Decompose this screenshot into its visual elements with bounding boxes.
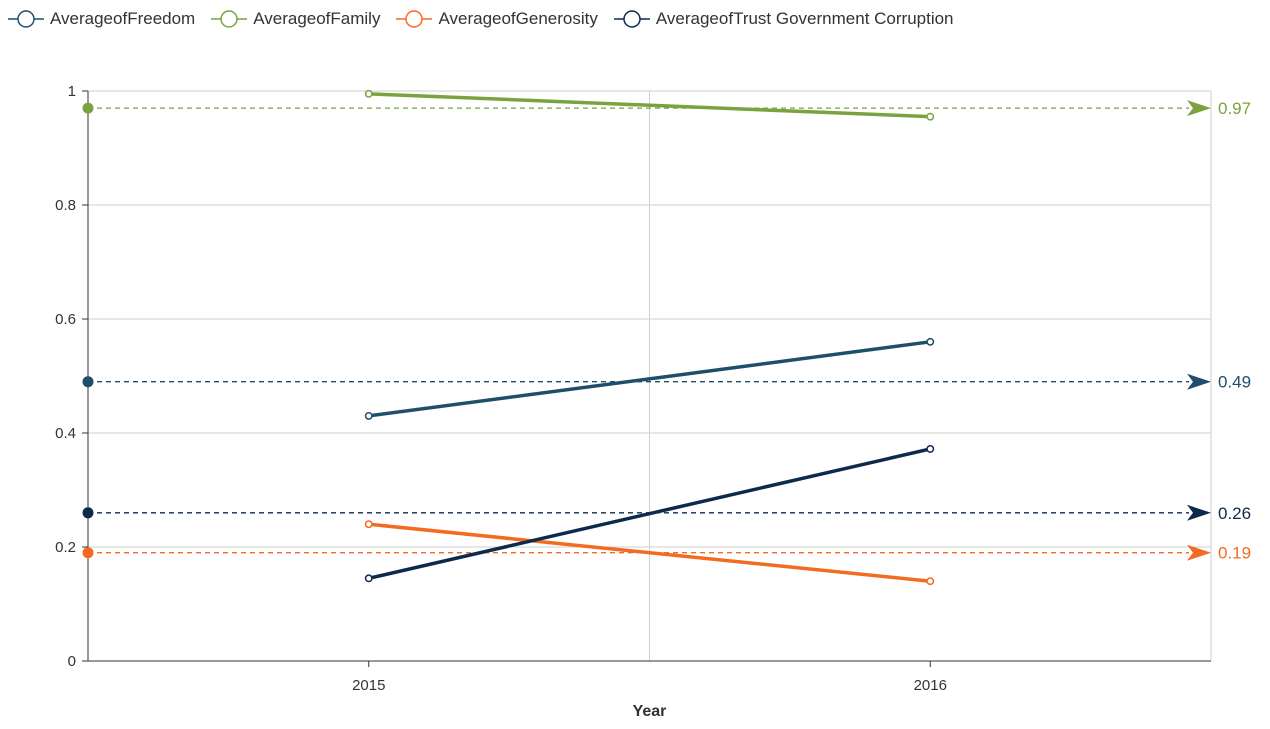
reference-dot xyxy=(82,547,94,559)
y-tick-label: 0.6 xyxy=(55,311,76,328)
series-line xyxy=(367,522,932,583)
reference-label: 0.49 xyxy=(1218,373,1251,392)
reference-dot xyxy=(82,376,94,388)
legend-label-generosity: AverageofGenerosity xyxy=(438,9,598,28)
legend-label-trust: AverageofTrust Government Corruption xyxy=(655,9,954,28)
y-tick-label: 1 xyxy=(68,83,76,100)
x-tick-label: 2015 xyxy=(352,677,385,694)
y-tick-label: 0.2 xyxy=(55,539,76,556)
data-point xyxy=(926,577,935,586)
reference-arrow xyxy=(1187,544,1211,561)
legend-item-family[interactable]: AverageofFamily xyxy=(211,9,380,29)
data-point xyxy=(926,445,935,453)
data-point xyxy=(926,112,935,121)
data-point xyxy=(364,411,373,420)
legend-item-freedom[interactable]: AverageofFreedom xyxy=(8,9,195,29)
legend-marker-trust xyxy=(613,10,650,28)
y-tick-label: 0 xyxy=(68,653,76,670)
legend-marker-generosity xyxy=(396,10,433,28)
series-line xyxy=(367,447,932,581)
legend-item-trust[interactable]: AverageofTrust Government Corruption xyxy=(613,9,954,29)
data-point xyxy=(926,337,935,346)
reference-arrow xyxy=(1187,373,1211,390)
reference-dot xyxy=(82,507,94,519)
data-point xyxy=(364,574,373,583)
reference-label: 0.19 xyxy=(1218,544,1251,563)
legend-marker-freedom xyxy=(8,10,44,28)
reference-arrow xyxy=(1187,504,1211,521)
data-point xyxy=(364,520,373,529)
series-line xyxy=(367,92,932,119)
legend: AverageofFreedom AverageofFamily Average… xyxy=(8,6,970,32)
reference-label: 0.26 xyxy=(1218,504,1251,523)
legend-label-family: AverageofFamily xyxy=(253,9,381,28)
x-tick-label: 2016 xyxy=(914,677,947,694)
data-point xyxy=(364,89,373,98)
legend-item-generosity[interactable]: AverageofGenerosity xyxy=(396,9,598,29)
x-axis-title: Year xyxy=(633,703,667,720)
legend-label-freedom: AverageofFreedom xyxy=(50,9,196,28)
reference-label: 0.97 xyxy=(1218,99,1251,118)
reference-dot xyxy=(82,102,94,114)
series-line xyxy=(367,340,932,418)
reference-arrow xyxy=(1187,100,1211,117)
legend-marker-family xyxy=(211,10,248,28)
y-tick-label: 0.8 xyxy=(55,197,76,214)
y-tick-label: 0.4 xyxy=(55,425,76,442)
